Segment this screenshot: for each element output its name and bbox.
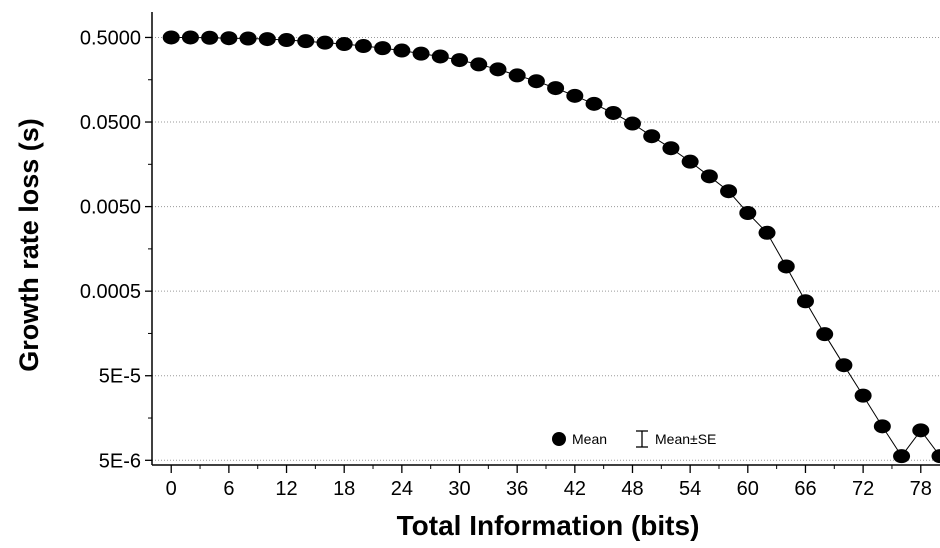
gridlines <box>152 36 940 461</box>
legend-se-label: Mean±SE <box>655 431 716 447</box>
data-point <box>489 62 507 77</box>
x-tick-label: 6 <box>223 478 234 500</box>
data-point <box>777 259 795 274</box>
data-point <box>700 169 718 184</box>
data-point <box>393 43 411 58</box>
data-point <box>912 423 930 438</box>
data-point <box>662 141 680 156</box>
data-point <box>508 68 526 83</box>
data-point <box>316 35 334 50</box>
data-point <box>431 49 449 64</box>
legend-mean-marker <box>552 432 566 446</box>
data-point <box>681 154 699 169</box>
data-point <box>854 388 872 403</box>
data-point <box>739 206 757 221</box>
data-point <box>412 46 430 61</box>
data-point <box>162 30 180 45</box>
ticks: 0.5000 0.0500 0.0050 0.0005 5E-5 5E-6 0 6 12 18 24… <box>80 27 932 500</box>
data-point <box>354 39 372 54</box>
data-point <box>527 74 545 89</box>
x-tick-label: 60 <box>737 478 759 500</box>
x-tick-label: 36 <box>506 478 528 500</box>
x-tick-label: 24 <box>391 478 413 500</box>
data-point <box>623 116 641 131</box>
axes <box>151 12 940 466</box>
legend-se-icon <box>636 430 648 448</box>
data-point <box>201 30 219 45</box>
data-point <box>585 96 603 111</box>
y-tick-label: 5E-6 <box>99 450 141 472</box>
data-point <box>893 449 911 464</box>
data-point <box>239 31 257 46</box>
data-point <box>758 225 776 240</box>
data-point <box>835 358 853 373</box>
data-point <box>816 327 834 342</box>
y-axis-title: Growth rate loss (s) <box>14 118 44 372</box>
x-tick-label: 78 <box>910 478 932 500</box>
data-point <box>220 31 238 46</box>
data-point <box>278 33 296 48</box>
data-point <box>604 105 622 120</box>
data-point <box>547 81 565 96</box>
data-point <box>470 57 488 72</box>
x-tick-label: 30 <box>448 478 470 500</box>
data-point <box>297 34 315 49</box>
data-point <box>796 294 814 309</box>
data-point <box>720 184 738 199</box>
y-tick-label: 5E-5 <box>99 366 141 388</box>
x-tick-label: 0 <box>166 478 177 500</box>
y-tick-label: 0.0500 <box>80 112 141 134</box>
data-point <box>258 32 276 47</box>
y-tick-label: 0.5000 <box>80 27 141 49</box>
x-tick-label: 66 <box>794 478 816 500</box>
legend-mean-label: Mean <box>572 431 607 447</box>
data-point <box>643 129 661 144</box>
data-point <box>374 41 392 56</box>
data-point <box>335 37 353 52</box>
data-point <box>931 449 940 464</box>
series-line <box>171 37 940 457</box>
x-tick-label: 54 <box>679 478 701 500</box>
data-point <box>873 419 891 434</box>
y-tick-label: 0.0005 <box>80 281 141 303</box>
data-point <box>181 30 199 45</box>
data-point <box>566 88 584 103</box>
x-tick-label: 72 <box>852 478 874 500</box>
legend: Mean Mean±SE <box>552 430 716 448</box>
x-tick-label: 42 <box>564 478 586 500</box>
y-tick-label: 0.0050 <box>80 197 141 219</box>
x-axis-title: Total Information (bits) <box>397 510 700 541</box>
data-point <box>451 53 469 68</box>
x-tick-label: 48 <box>621 478 643 500</box>
series-layer <box>162 30 940 464</box>
x-tick-label: 18 <box>333 478 355 500</box>
x-tick-label: 12 <box>275 478 297 500</box>
